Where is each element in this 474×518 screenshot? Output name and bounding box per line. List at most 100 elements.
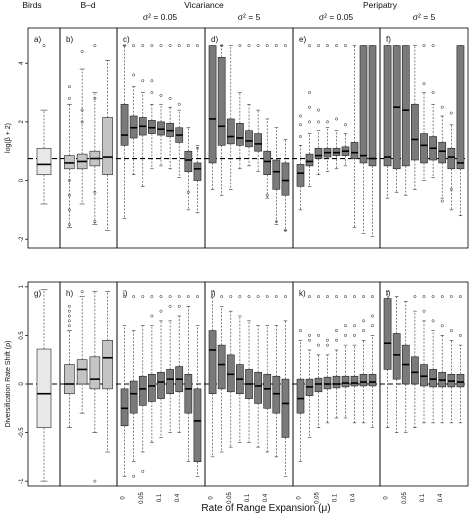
- outlier-point: [177, 102, 181, 106]
- box-body: [166, 369, 174, 395]
- box: [129, 295, 138, 478]
- outlier-point: [177, 304, 181, 308]
- outlier-point: [238, 295, 242, 299]
- box: [64, 85, 75, 228]
- box: [281, 295, 290, 477]
- outlier-point: [440, 199, 444, 203]
- outlier-point: [308, 120, 311, 124]
- x-tick-label: 0.05: [139, 492, 145, 504]
- header-bd: B–d: [80, 0, 95, 10]
- box-body: [217, 344, 226, 390]
- header-peripatry-sigma-high: σ² = 5: [413, 12, 436, 22]
- box: [102, 291, 113, 453]
- box: [281, 44, 290, 232]
- box-body: [411, 356, 419, 385]
- x-tick-label: 0.1: [420, 493, 426, 502]
- outlier-point: [326, 295, 329, 299]
- outlier-point: [67, 324, 71, 328]
- outlier-point: [67, 85, 71, 89]
- header-birds: Birds: [22, 0, 41, 10]
- outlier-point: [440, 324, 444, 328]
- outlier-point: [177, 295, 181, 299]
- outlier-point: [141, 44, 145, 48]
- box: [341, 44, 350, 167]
- box: [323, 44, 332, 173]
- header-vicariance: Vicariance: [184, 0, 224, 10]
- outlier-point: [186, 190, 190, 194]
- y-tick-label: -2: [19, 236, 25, 242]
- outlier-point: [440, 295, 444, 299]
- outlier-point: [317, 120, 320, 124]
- outlier-point: [431, 91, 435, 94]
- panel-label: k): [299, 289, 306, 298]
- outlier-point: [42, 44, 46, 48]
- outlier-point: [159, 295, 163, 299]
- outlier-point: [220, 295, 224, 299]
- outlier-point: [308, 91, 311, 94]
- outlier-point: [123, 295, 127, 299]
- box-body: [76, 359, 88, 385]
- box: [102, 59, 113, 231]
- outlier-point: [422, 44, 426, 48]
- box: [64, 304, 75, 429]
- outlier-point: [431, 319, 435, 323]
- outlier-point: [132, 44, 136, 48]
- outlier-point: [335, 117, 338, 121]
- box: [138, 295, 147, 473]
- box: [305, 295, 314, 438]
- y-axis-title: Diversification Rate Shift (ρ): [5, 341, 12, 428]
- outlier-point: [67, 223, 71, 226]
- outlier-point: [80, 108, 84, 112]
- outlier-point: [265, 193, 269, 197]
- outlier-point: [80, 50, 84, 53]
- outlier-point: [159, 94, 163, 97]
- box: [420, 44, 428, 181]
- panel-frame: [27, 27, 61, 249]
- x-tick-label: 0: [121, 496, 127, 500]
- box-body: [102, 117, 113, 175]
- box: [148, 295, 156, 443]
- header-vicariance-sigma-low: σ² = 0.05: [143, 12, 178, 22]
- box: [401, 45, 410, 196]
- box-body: [120, 103, 129, 146]
- outlier-point: [344, 123, 347, 127]
- box: [411, 295, 419, 429]
- outlier-point: [67, 179, 71, 182]
- outlier-point: [150, 79, 154, 83]
- box-body: [184, 150, 193, 173]
- box-body: [208, 45, 217, 164]
- box-body: [368, 373, 377, 387]
- outlier-point: [150, 91, 154, 94]
- box: [359, 295, 368, 424]
- outlier-point: [93, 190, 97, 194]
- y-tick-label: 0: [19, 382, 25, 386]
- outlier-point: [317, 295, 320, 299]
- box: [76, 290, 88, 414]
- outlier-point: [449, 329, 453, 333]
- outlier-point: [299, 329, 302, 333]
- outlier-point: [67, 96, 71, 100]
- x-tick-label: 0.1: [245, 493, 251, 502]
- box: [447, 111, 456, 211]
- x-tick-label: 0.1: [333, 493, 339, 502]
- box: [89, 44, 101, 225]
- box-body: [281, 162, 290, 196]
- panel-label: d): [211, 35, 218, 44]
- box: [392, 296, 401, 433]
- x-tick-label: 0.4: [175, 493, 181, 502]
- outlier-point: [229, 295, 233, 299]
- outlier-point: [353, 333, 356, 337]
- outlier-point: [132, 73, 136, 77]
- box-body: [341, 375, 350, 388]
- box: [350, 295, 359, 424]
- outlier-point: [195, 146, 199, 150]
- box-body: [184, 373, 193, 414]
- box-body: [64, 364, 75, 395]
- box: [456, 45, 465, 217]
- box: [411, 45, 419, 190]
- box: [120, 44, 129, 219]
- box-body: [411, 103, 419, 161]
- outlier-point: [247, 295, 251, 299]
- outlier-point: [299, 123, 302, 127]
- box-body: [350, 142, 359, 159]
